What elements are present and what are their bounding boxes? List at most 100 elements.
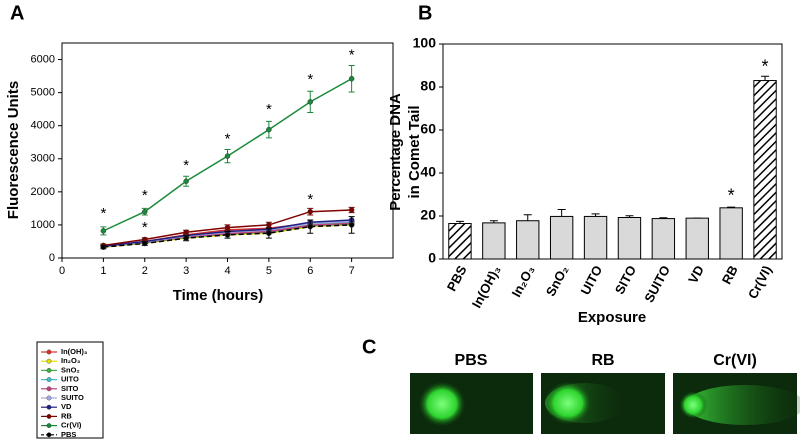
data-point [348,222,355,228]
significance-star: * [307,191,313,208]
significance-star: * [225,131,231,148]
comet-head [418,381,466,427]
significance-star: * [762,56,769,76]
data-point [142,240,148,247]
data-point [266,126,272,133]
bar [482,222,506,260]
legend-marker [46,413,52,419]
y-tick-label: 40 [420,164,436,180]
x-tick-label: 0 [59,265,65,277]
data-point [100,228,107,234]
y-tick-label: 0 [428,250,436,266]
legend-label: SITO [61,384,79,393]
x-tick-label: SITO [612,263,639,297]
significance-star: * [142,187,148,204]
legend-marker [46,377,52,382]
x-tick-label: In(OH)₃ [469,263,504,310]
y-tick-label: 100 [413,35,437,51]
image-label: RB [591,352,614,369]
data-point [307,99,313,105]
significance-star: * [307,71,313,88]
data-point [348,75,355,82]
data-point [224,153,231,159]
y-tick-label: 20 [420,207,436,223]
panel-b: B Exposure Percentage DNA in Comet Tail … [387,2,783,326]
y-axis-label: Fluorescence Units [5,81,22,219]
legend-label: VD [61,402,72,411]
legend-marker [46,395,52,401]
data-point [224,224,231,231]
data-point [142,208,148,215]
data-point [183,178,189,185]
significance-star: * [266,101,272,118]
bar [651,218,676,260]
x-tick-label: SnO₂ [543,263,572,299]
bar [583,215,608,260]
y-axis-label: in Comet Tail [406,105,423,198]
x-axis-label: Time (hours) [173,287,264,304]
y-tick-label: 6000 [31,53,55,65]
y-tick-label: 2000 [31,186,55,198]
significance-star: * [183,157,189,174]
legend-marker [46,432,52,438]
x-tick-label: SUITO [641,263,673,305]
data-point [100,244,107,250]
bar [516,220,540,260]
comet-head [679,391,707,419]
legend-marker [46,423,52,428]
image-label: Cr(VI) [713,352,757,369]
legend-marker [46,349,52,355]
bar [685,217,709,260]
legend-label: SUITO [61,393,84,402]
significance-star: * [142,219,148,236]
x-tick-label: 3 [183,265,189,277]
x-tick-label: 2 [142,265,148,277]
x-tick-label: 7 [349,265,355,277]
x-tick-label: 5 [266,265,272,277]
legend-label: In(OH)₃ [61,347,88,356]
legend-label: In₂O₃ [61,356,81,365]
panel-a: A Time (hours) Fluorescence Units 0 1000 2… [5,2,394,439]
legend-label: PBS [61,430,76,439]
bar [617,217,642,260]
data-point [183,235,189,241]
y-tick-label: 3000 [31,153,55,165]
error-bar [523,214,532,221]
y-tick-label: 5000 [31,87,55,99]
panel-label: B [418,2,432,24]
y-tick-label: 4000 [31,120,55,132]
x-tick-label: PBS [444,263,470,294]
y-tick-label: 60 [420,121,436,137]
y-tick-label: 80 [420,78,436,94]
data-point [348,207,355,213]
data-point [307,223,313,230]
x-tick-label: In₂O₃ [508,263,537,300]
legend-marker [46,404,52,410]
panel-label: C [362,336,376,358]
bar [549,215,574,260]
comet-tail [685,385,800,425]
legend-label: RB [61,411,72,420]
x-tick-label: VD [685,263,707,286]
image-label: PBS [455,352,488,369]
plot-frame [442,43,783,260]
legend-marker [46,367,52,373]
significance-star: * [728,185,735,205]
x-tick-label: Cr(VI) [745,263,775,301]
data-point [307,208,313,215]
legend-label: Cr(VI) [61,421,82,430]
x-tick-label: 1 [100,265,106,277]
x-tick-label: UITO [578,263,606,297]
error-bar [761,75,770,81]
y-tick-label: 0 [49,252,55,264]
legend-label: SnO₂ [61,365,80,374]
data-point [183,229,189,235]
x-tick-label: 6 [307,265,313,277]
bar [753,80,777,260]
data-point [224,232,231,238]
data-point [266,222,272,228]
y-tick-label: 1000 [31,219,55,231]
error-bar [557,209,566,217]
significance-star: * [349,47,355,64]
